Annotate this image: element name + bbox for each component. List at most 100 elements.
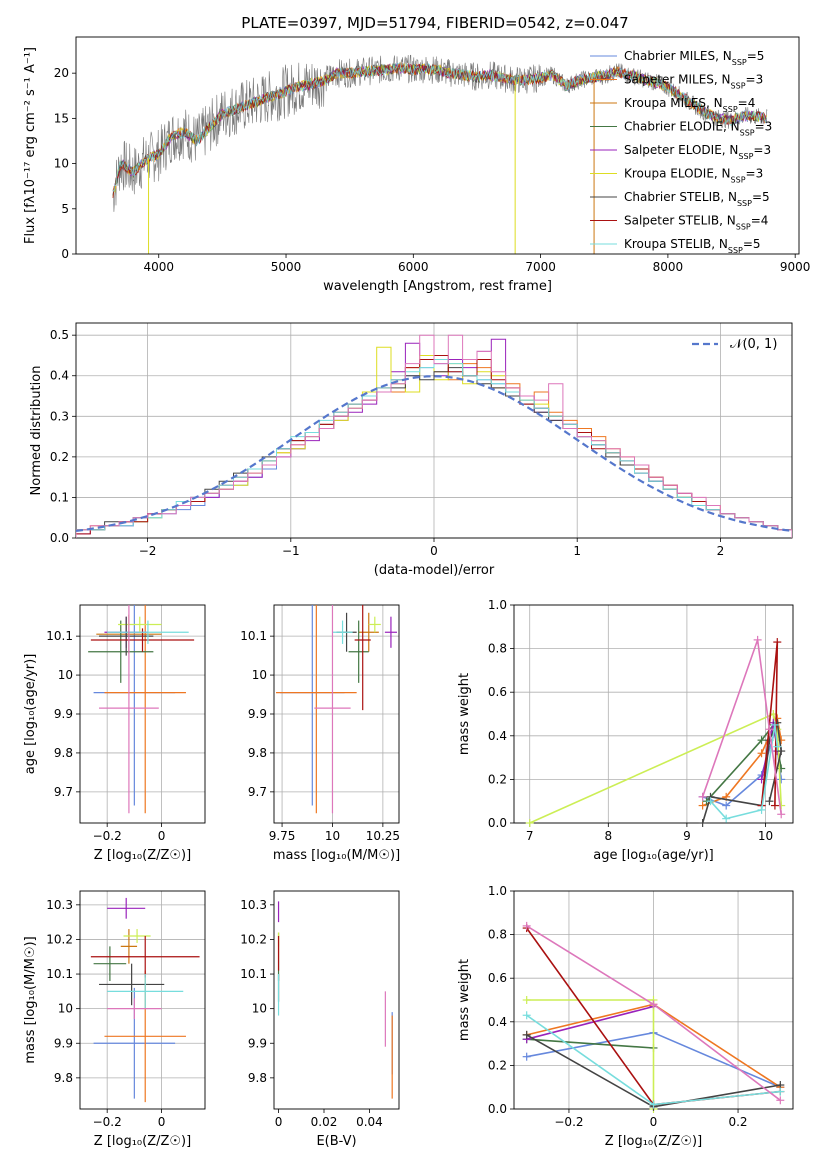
panels: 4000 5000 6000 7000 8000 900005101520waveleng… [23, 36, 810, 1149]
y-tick-label: 10.2 [46, 932, 73, 946]
y-tick-label: 0.4 [488, 729, 507, 743]
y-tick-label: 9.9 [248, 1036, 267, 1050]
axes-frame [75, 36, 800, 255]
x-tick-label: 9 [683, 829, 691, 843]
weight-lines [525, 635, 786, 827]
weight-series-line [526, 1005, 654, 1040]
y-tick-label: 1.0 [488, 598, 507, 612]
spectrum-panel: 4000 5000 6000 7000 8000 9000 0 5 10 15 20 waveleng… [23, 36, 810, 294]
y-tick-label: 9.7 [54, 785, 73, 799]
x-tick-label: 8 [604, 829, 612, 843]
x-axis-label: wavelength [Angstrom, rest frame] [323, 279, 552, 294]
legend-entry: Salpeter ELODIE, NSSP=3 [624, 143, 771, 161]
y-axis-label: mass weight [457, 673, 472, 755]
x-axis-label: age [log₁₀(age/yr)] [593, 848, 714, 863]
legend-entry: Salpeter STELIB, NSSP=4 [624, 214, 768, 232]
mass-vs-EBV-panel: 0 0.02 0.04 9.8 9.9 10 10.1 10.2 10.3 E(B-V) [240, 890, 400, 1149]
y-axis-label: age [log₁₀(age/yr)] [23, 654, 38, 775]
weight-vs-age-panel: 7 8 9 10 0.0 0.2 0.4 0.6 0.8 1.0 age [log₁₀(age/yr… [457, 598, 794, 863]
errorbar-group [88, 605, 195, 814]
y-tick-label: 10.2 [240, 932, 267, 946]
x-tick-label: 0 [158, 1115, 166, 1129]
axes-frame [513, 604, 794, 824]
x-tick-label: −0.2 [93, 1115, 122, 1129]
y-tick-label: 0.2 [50, 450, 69, 464]
model-spectrum-line [112, 62, 768, 193]
x-tick-label: 0 [275, 1115, 283, 1129]
model-spectrum-line [112, 63, 768, 196]
x-tick-label: 10 [325, 829, 340, 843]
y-tick-label: 20 [54, 66, 69, 80]
y-axis-label: Normed distribution [29, 366, 44, 496]
y-tick-label: 10.1 [46, 967, 73, 981]
x-tick-label: 7000 [525, 260, 556, 274]
x-tick-label: 0 [430, 544, 438, 558]
x-axis-label: Z [log₁₀(Z/Z☉)] [605, 1134, 702, 1149]
y-tick-label: 0.6 [488, 971, 507, 985]
y-tick-label: 5 [61, 202, 69, 216]
legend-entry: Kroupa ELODIE, NSSP=3 [624, 167, 763, 185]
errorbar-group [277, 901, 393, 1099]
axes-frame [75, 322, 793, 539]
axes-frame [273, 890, 400, 1110]
x-tick-label: −2 [139, 544, 157, 558]
y-tick-label: 0.0 [488, 816, 507, 830]
x-tick-label: 10.25 [366, 829, 400, 843]
y-tick-label: 10.3 [240, 898, 267, 912]
y-tick-label: 0.4 [488, 1015, 507, 1029]
y-axis-label: mass weight [457, 959, 472, 1041]
legend-entry: Salpeter MILES, NSSP=3 [624, 73, 763, 91]
y-tick-label: 0.2 [488, 1058, 507, 1072]
y-tick-label: 10.3 [46, 898, 73, 912]
y-tick-label: 9.8 [248, 746, 267, 760]
y-tick-label: 0.0 [50, 531, 69, 545]
x-tick-label: 2 [717, 544, 725, 558]
errorbar-group [276, 605, 397, 814]
legend-entry: Chabrier ELODIE, NSSP=3 [624, 120, 772, 138]
spectrum-legend: Chabrier MILES, NSSP=5 Salpeter MILES, NS… [590, 49, 772, 255]
x-axis-label: Z [log₁₀(Z/Z☉)] [94, 1134, 191, 1149]
weight-vs-Z-panel: −0.2 0 0.2 0.0 0.2 0.4 0.6 0.8 1.0 Z [log₁₀(Z/Z☉)… [457, 884, 794, 1149]
x-tick-label: 10 [758, 829, 773, 843]
figure-title: PLATE=0397, MJD=51794, FIBERID=0542, z=0… [241, 14, 628, 32]
y-tick-label: 0.2 [488, 772, 507, 786]
y-axis-label: mass [log₁₀(M/M☉)] [23, 936, 38, 1063]
x-tick-label: −1 [282, 544, 300, 558]
x-axis-label: E(B-V) [316, 1134, 356, 1149]
legend-entry: 𝒩(0, 1) [730, 337, 777, 352]
legend-entry: Kroupa MILES, NSSP=4 [624, 96, 755, 114]
y-axis-label: Flux [fλ10⁻¹⁷ erg cm⁻² s⁻¹ A⁻¹] [23, 47, 38, 244]
gaussian-reference-curve [76, 375, 792, 532]
legend-entry: Kroupa STELIB, NSSP=5 [624, 237, 761, 255]
y-tick-label: 9.8 [54, 746, 73, 760]
y-tick-label: 10 [58, 668, 73, 682]
axes-frame [79, 604, 206, 824]
weight-series-line [701, 639, 782, 815]
weight-lines [522, 921, 785, 1113]
histogram-step [76, 334, 792, 538]
weight-series-line [529, 712, 782, 824]
errorbar-group [90, 897, 200, 1103]
x-axis-label: Z [log₁₀(Z/Z☉)] [94, 848, 191, 863]
y-tick-label: 10.1 [240, 629, 267, 643]
y-tick-label: 9.9 [248, 707, 267, 721]
mass-vs-Z-panel: −0.2 0 9.8 9.9 10 10.1 10.2 10.3 Z [log₁₀(Z/Z☉)]… [23, 890, 206, 1149]
x-tick-label: −0.2 [93, 829, 122, 843]
y-tick-label: 0.4 [50, 369, 69, 383]
x-tick-label: 0.2 [728, 1115, 747, 1129]
x-tick-label: 0 [650, 1115, 658, 1129]
y-tick-label: 10 [58, 1002, 73, 1016]
x-tick-label: 0.04 [356, 1115, 383, 1129]
x-tick-label: 0.02 [311, 1115, 338, 1129]
y-tick-label: 0.3 [50, 409, 69, 423]
x-tick-label: 8000 [653, 260, 684, 274]
y-tick-label: 10 [252, 668, 267, 682]
y-tick-label: 9.9 [54, 1036, 73, 1050]
y-tick-label: 10 [252, 1002, 267, 1016]
y-tick-label: 0.5 [50, 328, 69, 342]
age-vs-mass-panel: 9.75 10 10.25 9.7 9.8 9.9 10 10.1 mass [log₁₀(M/… [240, 604, 400, 863]
x-tick-label: 9.75 [269, 829, 296, 843]
axes-frame [273, 604, 400, 824]
y-tick-label: 0.8 [488, 642, 507, 656]
